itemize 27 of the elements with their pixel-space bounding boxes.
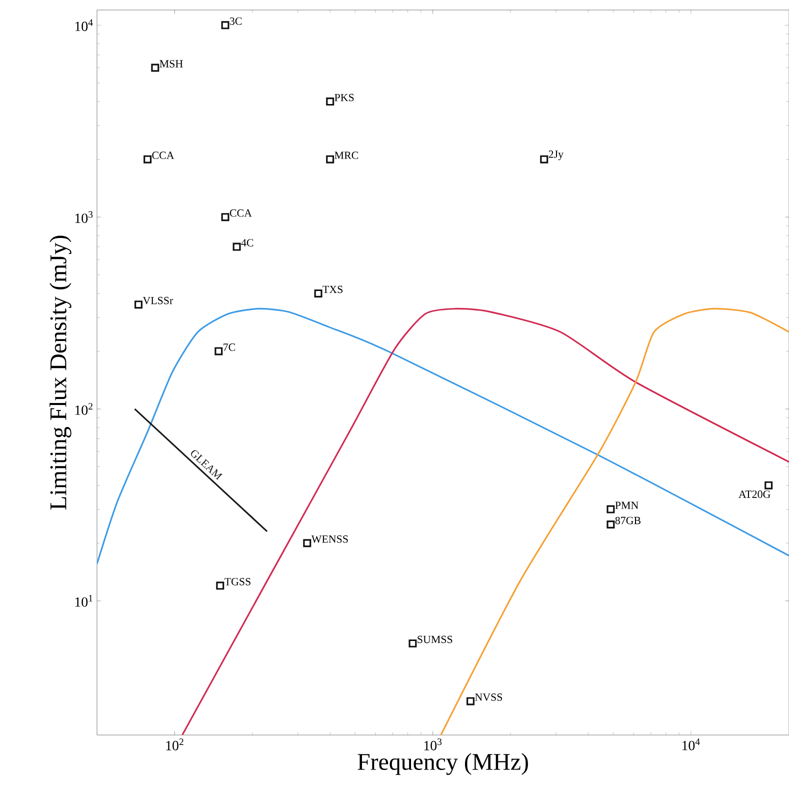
x-tick-label: 10$^{4}$ bbox=[682, 738, 700, 750]
y-tick-label: 10$^{1}$ bbox=[75, 594, 92, 607]
y-tick-label: 10$^{4}$ bbox=[75, 19, 93, 32]
x-tick-label: 10$^{3}$ bbox=[424, 738, 442, 750]
annotation: CCA bbox=[152, 152, 174, 159]
y-axis-title: Limiting Flux Density (mJy) bbox=[50, 236, 72, 510]
y-tick-label: 10$^{2}$ bbox=[75, 403, 92, 415]
annotation: TXS bbox=[322, 286, 342, 294]
annotation: NVSS bbox=[475, 694, 502, 701]
x-axis-title: Frequency (MHz) bbox=[358, 753, 528, 775]
annotation: 7C bbox=[224, 344, 236, 351]
annotation: AT20G bbox=[738, 490, 770, 498]
annotation: VLSSr bbox=[142, 296, 174, 304]
annotation: PKS bbox=[334, 94, 354, 102]
annotation: 3C bbox=[230, 18, 242, 25]
annotation: WENSS bbox=[311, 535, 348, 543]
annotation: 2Jy bbox=[548, 150, 564, 160]
x-tick-label: 10$^{2}$ bbox=[166, 738, 184, 750]
annotation: 4C bbox=[241, 239, 254, 246]
annotation: MSH bbox=[160, 60, 183, 68]
annotation: CCA bbox=[230, 209, 252, 217]
y-tick-label: 10$^{3}$ bbox=[75, 211, 93, 223]
annotation: TGSS bbox=[224, 578, 250, 586]
annotation: MRC bbox=[334, 152, 358, 159]
annotation: 87GB bbox=[615, 516, 641, 524]
annotation: PMN bbox=[615, 502, 638, 509]
annotation: SUMSS bbox=[418, 636, 452, 644]
